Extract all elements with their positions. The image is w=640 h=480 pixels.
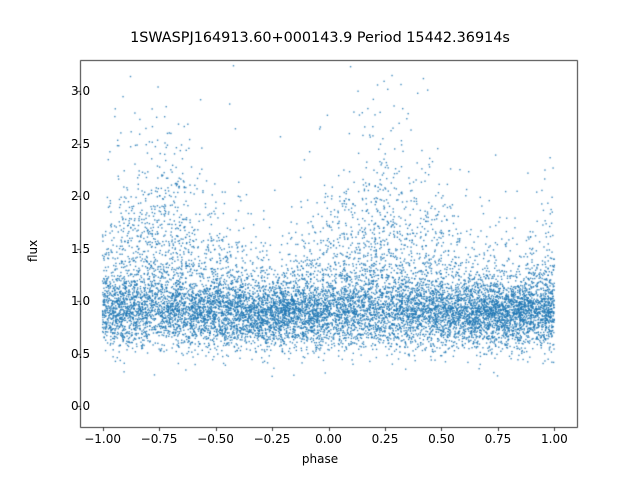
chart-title: 1SWASPJ164913.60+000143.9 Period 15442.3… — [130, 30, 510, 46]
x-tick-label: 0.75 — [484, 432, 512, 446]
y-axis-label: flux — [26, 239, 40, 262]
x-tick-label: 0.00 — [315, 432, 342, 446]
x-axis-label: phase — [301, 452, 339, 466]
x-tick-label: 1.00 — [541, 432, 568, 446]
x-tick-label: 0.50 — [428, 432, 455, 446]
x-tick-label: −1.00 — [84, 432, 121, 446]
x-tick-label: 0.25 — [371, 432, 399, 446]
x-tick-label: −0.25 — [253, 432, 291, 446]
x-tick-label: −0.75 — [140, 432, 178, 446]
x-tick-label: −0.50 — [197, 432, 234, 446]
